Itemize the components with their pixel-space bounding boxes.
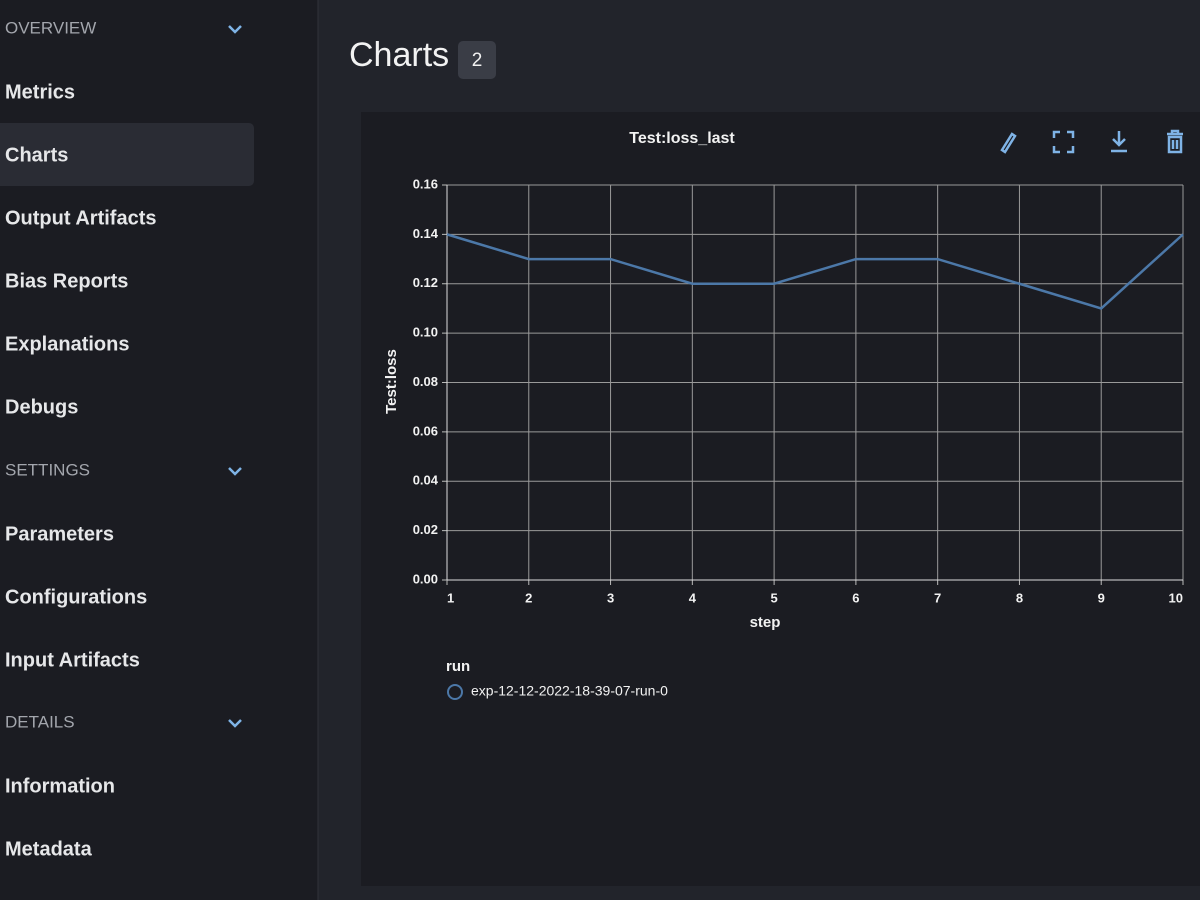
y-axis-label: Test:loss [383,349,400,414]
x-tick-label: 6 [852,590,859,605]
chart-title: Test:loss_last [629,130,735,147]
y-tick-label: 0.16 [413,176,438,191]
expand-icon[interactable] [1052,130,1075,154]
line [446,233,1184,310]
y-tick-label: 0.00 [413,571,438,586]
active-item [0,123,254,186]
chevron[interactable] [228,467,242,476]
delete-icon[interactable] [1167,129,1183,154]
chevron[interactable] [228,719,242,728]
y-tick-label: 0.12 [413,275,438,290]
edit-icon[interactable] [1000,132,1017,154]
x-tick-label: 7 [934,590,941,605]
nav-item[interactable]: Configurations [5,586,147,608]
y-tick-label: 0.10 [413,325,438,340]
count: 2 [472,50,483,71]
x-tick-label: 3 [607,590,614,605]
y-tick-label: 0.08 [413,374,438,389]
page-title: Charts [349,36,449,74]
nav-item[interactable]: Parameters [5,523,114,545]
legend-symbol[interactable] [447,684,463,700]
y-tick-label: 0.04 [413,473,439,488]
x-tick-label: 8 [1016,590,1023,605]
nav-item[interactable]: Debugs [5,396,78,418]
nav-item[interactable]: Information [5,775,115,797]
section-title[interactable]: SETTINGS [5,460,90,479]
x-tick-label: 1 [447,590,454,605]
x-tick-label: 10 [1169,590,1183,605]
count-badge [458,41,496,79]
nav-item[interactable]: Metrics [5,81,75,103]
y-tick-label: 0.06 [413,423,438,438]
legend-title: run [446,658,470,675]
chart-panel [361,112,1200,886]
nav-item[interactable]: Metadata [5,838,93,860]
x-tick-label: 4 [689,590,697,605]
x-tick-label: 9 [1098,590,1105,605]
nav-item[interactable]: Input Artifacts [5,649,140,671]
nav-item[interactable]: Output Artifacts [5,207,156,229]
x-tick-label: 5 [770,590,777,605]
nav-item[interactable]: Charts [5,144,68,166]
x-axis-label: step [750,614,781,631]
section-title[interactable]: DETAILS [5,712,75,731]
y-tick-label: 0.14 [413,226,439,241]
chevron[interactable] [228,25,242,34]
y-tick-label: 0.02 [413,522,438,537]
nav-item[interactable]: Bias Reports [5,270,128,292]
x-tick-label: 2 [525,590,532,605]
nav-item[interactable]: Explanations [5,333,129,355]
legend-label[interactable]: exp-12-12-2022-18-39-07-run-0 [471,683,668,699]
download-icon[interactable] [1111,131,1127,153]
section-title[interactable]: OVERVIEW [5,18,96,37]
